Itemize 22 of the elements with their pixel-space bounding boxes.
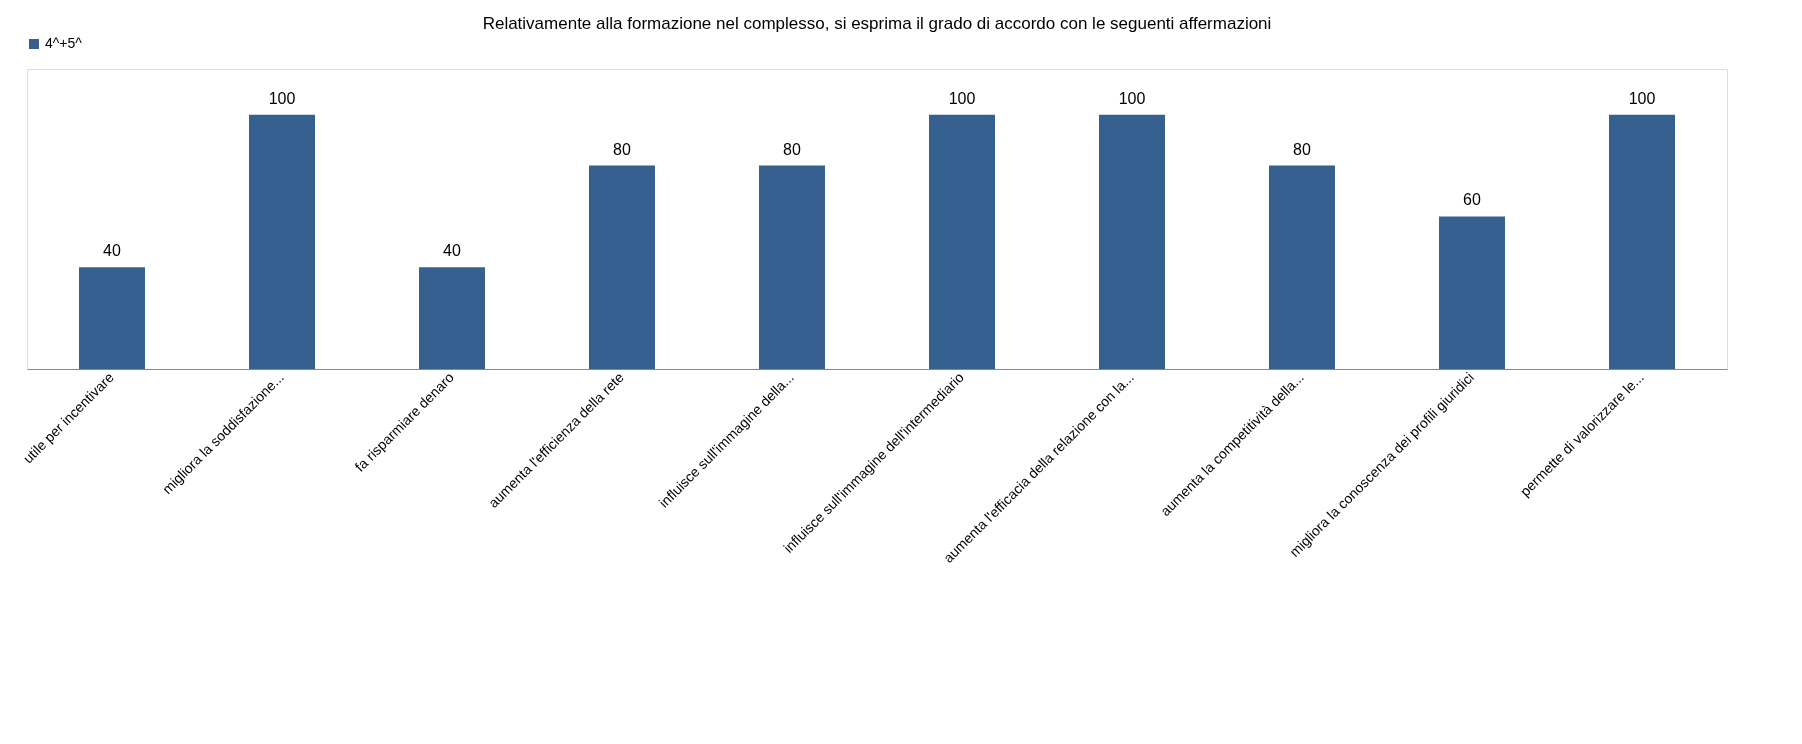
data-label: 100 [1118, 89, 1146, 107]
bar [79, 267, 145, 369]
data-label: 40 [443, 242, 461, 260]
data-label: 100 [1628, 89, 1656, 107]
data-label: 80 [1293, 140, 1311, 158]
chart-title: Relativamente alla formazione nel complesso, si esprima il grado di accordo con le seguenti affermazioni [482, 14, 1272, 33]
data-label: 40 [103, 242, 121, 260]
bar [1099, 114, 1165, 369]
data-label: 100 [948, 89, 976, 107]
bar [419, 267, 485, 369]
bar [759, 165, 825, 369]
bar [589, 165, 655, 369]
data-label: 60 [1463, 191, 1481, 209]
bar [1609, 114, 1675, 369]
bar [929, 114, 995, 369]
data-label: 100 [268, 89, 296, 107]
data-label: 80 [613, 140, 631, 158]
legend-label: 4^+5^ [45, 35, 83, 51]
bar [1269, 165, 1335, 369]
bar [249, 114, 315, 369]
data-label: 80 [783, 140, 801, 158]
bar [1439, 216, 1505, 369]
